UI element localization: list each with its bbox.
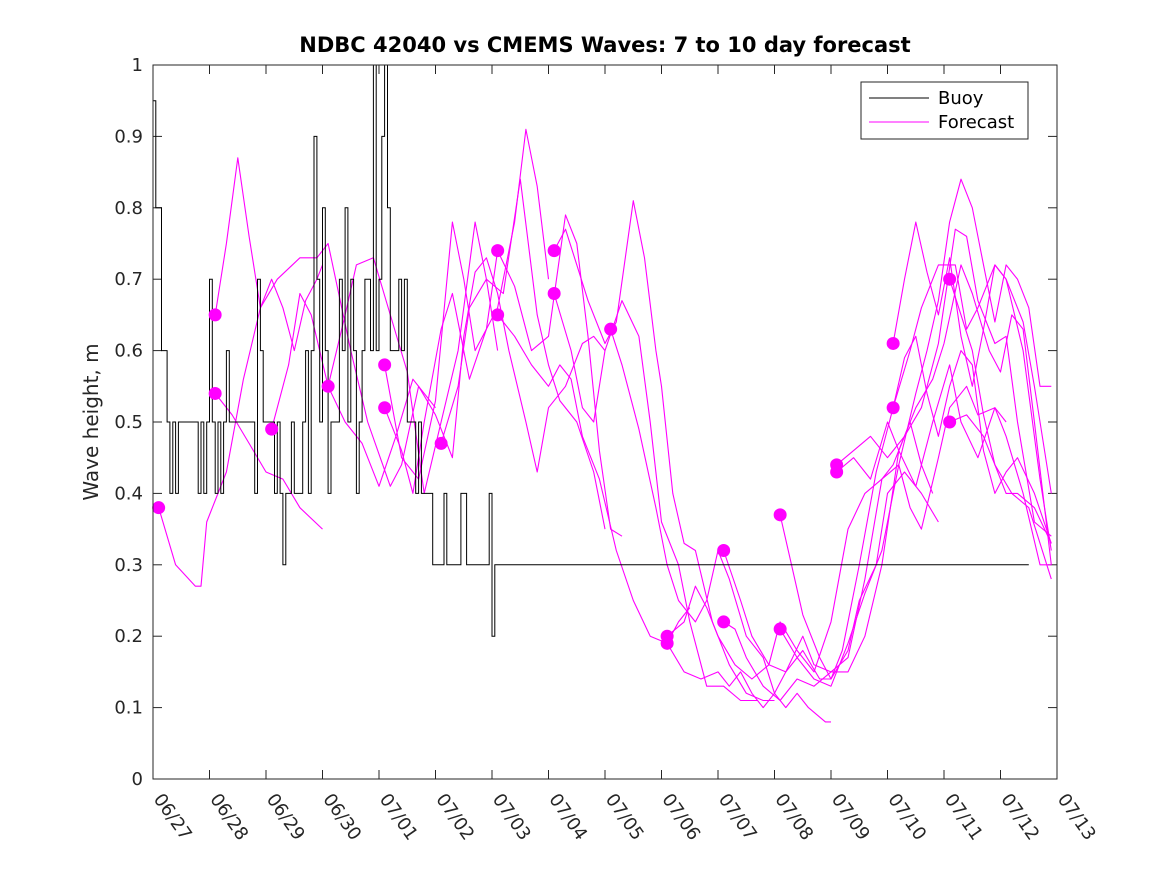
forecast-marker-2 — [208, 386, 222, 400]
forecast-marker-8 — [491, 244, 505, 258]
y-tick-label: 0.7 — [114, 269, 143, 290]
x-tick-label: 07/13 — [1053, 790, 1100, 845]
forecast-line-21 — [892, 221, 1052, 494]
y-tick-label: 0.4 — [114, 483, 143, 504]
legend-label-buoy: Buoy — [938, 88, 984, 109]
forecast-line-2 — [214, 393, 323, 530]
y-tick-label: 0.8 — [114, 198, 143, 219]
forecast-marker-0 — [152, 501, 166, 515]
forecast-marker-6 — [378, 401, 392, 415]
forecast-marker-20 — [830, 465, 844, 479]
forecast-marker-21 — [886, 336, 900, 350]
legend: Buoy Forecast — [860, 81, 1029, 140]
x-tick-label: 07/04 — [544, 790, 591, 845]
series-group — [153, 65, 1052, 723]
x-tick-label: 07/12 — [996, 790, 1043, 845]
series-layer — [152, 65, 1052, 723]
forecast-line-14 — [666, 421, 934, 680]
x-tick-label: 06/28 — [205, 790, 252, 845]
y-tick-label: 0.2 — [114, 626, 143, 647]
x-tick-label: 07/08 — [770, 790, 817, 845]
forecast-marker-1 — [208, 308, 222, 322]
y-tick-label: 0 — [132, 769, 143, 790]
y-tick-label: 0.1 — [114, 698, 143, 719]
x-tick-label: 07/07 — [714, 790, 761, 845]
forecast-marker-15 — [717, 615, 731, 629]
forecast-marker-23 — [943, 272, 957, 286]
chart-title: NDBC 42040 vs CMEMS Waves: 7 to 10 day f… — [299, 33, 910, 57]
forecast-line-13 — [666, 471, 939, 709]
forecast-marker-5 — [378, 358, 392, 372]
legend-box — [860, 81, 1029, 140]
forecast-marker-12 — [604, 322, 618, 336]
forecast-marker-17 — [773, 508, 787, 522]
x-tick-label: 06/27 — [149, 790, 196, 845]
forecast-marker-10 — [547, 244, 561, 258]
forecast-marker-3 — [265, 422, 279, 436]
x-tick-label: 06/30 — [318, 790, 365, 845]
forecast-line-1 — [214, 157, 324, 352]
forecast-marker-9 — [491, 308, 505, 322]
y-tick-label: 0.5 — [114, 412, 143, 433]
plot-background — [153, 65, 1057, 779]
x-tick-label: 07/03 — [488, 790, 535, 845]
forecast-marker-14 — [660, 629, 674, 643]
forecast-line-3 — [271, 292, 436, 487]
forecast-line-6 — [384, 250, 499, 494]
forecast-line-10 — [553, 200, 775, 702]
y-tick-label: 0.9 — [114, 126, 143, 147]
x-tick-label: 06/29 — [262, 790, 309, 845]
forecast-line-11 — [553, 293, 758, 702]
x-tick-label: 07/01 — [375, 790, 422, 845]
forecast-line-20 — [836, 364, 1052, 566]
legend-label-forecast: Forecast — [938, 112, 1014, 133]
x-tick-label: 07/11 — [940, 790, 987, 845]
y-tick-label: 1 — [132, 55, 143, 76]
forecast-line-18 — [779, 178, 1052, 687]
forecast-line-7 — [440, 178, 606, 530]
forecast-line-8 — [497, 214, 623, 537]
x-tick-label: 07/05 — [601, 790, 648, 845]
forecast-marker-22 — [886, 401, 900, 415]
x-tick-label: 07/02 — [431, 790, 478, 845]
buoy-line — [153, 65, 1029, 637]
x-tick-label: 07/10 — [883, 790, 930, 845]
forecast-line-0 — [158, 242, 606, 587]
plot-frame — [152, 64, 1058, 780]
forecast-line-19 — [836, 228, 1052, 537]
forecast-marker-7 — [434, 436, 448, 450]
forecast-line-15 — [723, 385, 1007, 702]
forecast-marker-16 — [717, 544, 731, 558]
forecast-marker-24 — [943, 415, 957, 429]
forecast-line-24 — [949, 414, 1052, 580]
forecast-marker-4 — [321, 379, 335, 393]
forecast-marker-18 — [773, 622, 787, 636]
forecast-marker-11 — [547, 286, 561, 300]
forecast-line-22 — [892, 335, 1052, 544]
x-tick-label: 07/09 — [827, 790, 874, 845]
y-tick-label: 0.6 — [114, 341, 143, 362]
x-tick-label: 07/06 — [657, 790, 704, 845]
y-axis-label: Wave height, m — [79, 343, 103, 500]
y-tick-label: 0.3 — [114, 555, 143, 576]
